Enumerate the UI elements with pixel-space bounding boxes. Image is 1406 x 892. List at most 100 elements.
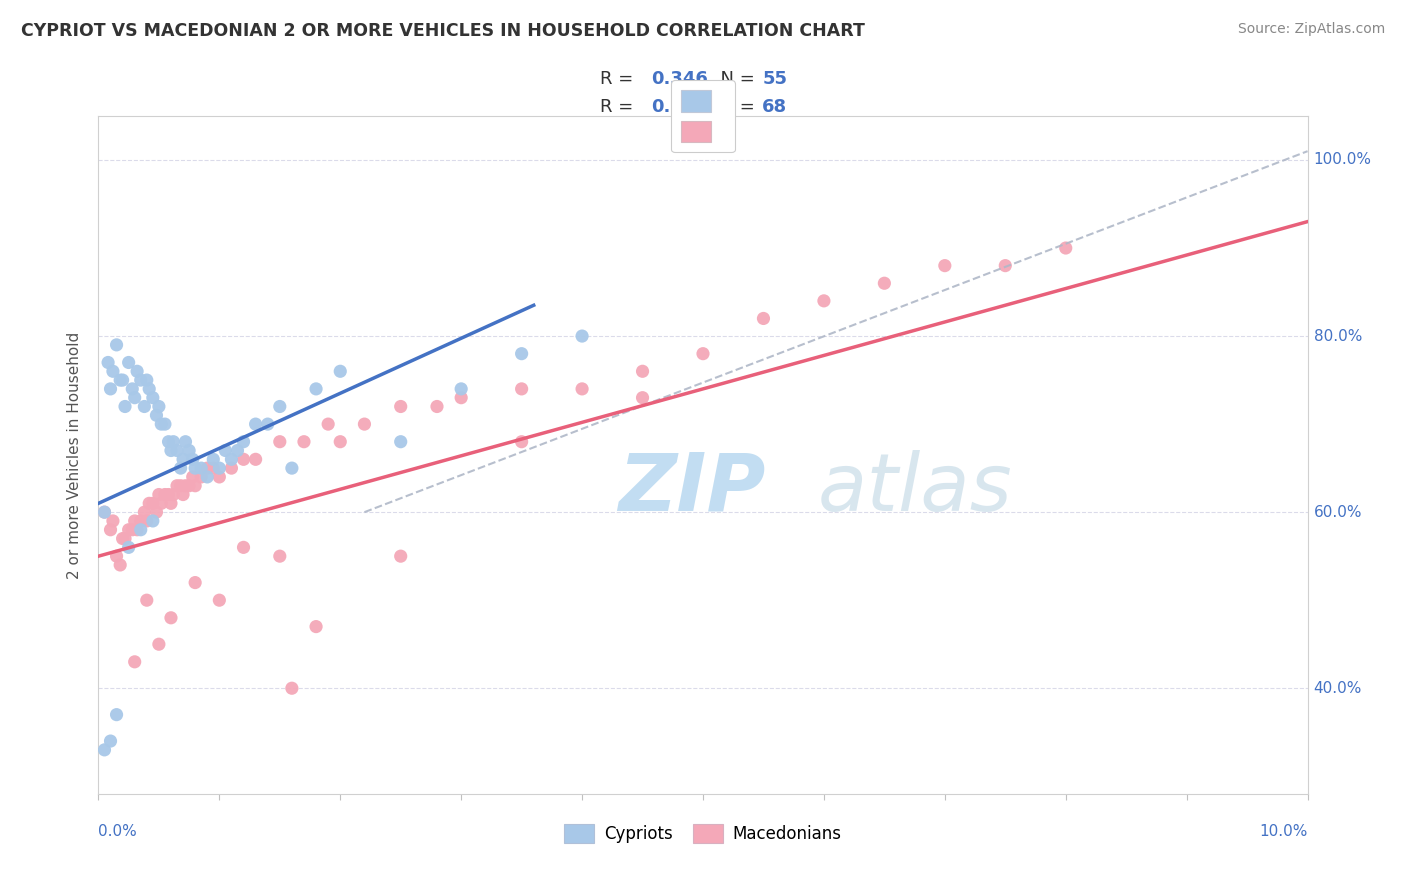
Point [256,417,278,431]
Text: 0.0%: 0.0% [98,824,138,839]
Text: N =: N = [709,98,761,116]
Point [97,355,120,369]
Point [138,496,160,510]
Point [510,382,533,396]
Text: Source: ZipAtlas.com: Source: ZipAtlas.com [1237,22,1385,37]
Point [329,434,352,449]
Point [124,514,146,528]
Point [184,461,207,475]
Point [169,461,191,475]
Text: 68: 68 [762,98,787,116]
Point [571,329,593,343]
Point [93,505,115,519]
Point [281,461,304,475]
Text: 0.559: 0.559 [651,98,707,116]
Point [195,470,218,484]
Point [129,373,152,387]
Point [174,434,197,449]
Legend: Cypriots, Macedonians: Cypriots, Macedonians [557,817,849,850]
Point [148,400,170,414]
Point [148,637,170,651]
Point [353,417,375,431]
Point [389,434,412,449]
Point [450,382,472,396]
Point [181,452,204,467]
Point [245,452,267,467]
Point [195,461,218,475]
Point [93,743,115,757]
Point [571,382,593,396]
Point [157,434,180,449]
Point [752,311,775,326]
Point [101,514,124,528]
Point [179,479,201,493]
Point [172,452,194,467]
Point [135,373,157,387]
Point [129,523,152,537]
Point [208,593,231,607]
Point [450,391,472,405]
Point [232,452,254,467]
Point [269,400,291,414]
Point [142,514,165,528]
Point [184,575,207,590]
Point [134,400,156,414]
Point [114,400,136,414]
Point [179,443,201,458]
Text: atlas: atlas [818,450,1012,528]
Point [160,496,183,510]
Point [118,523,141,537]
Point [93,505,115,519]
Point [269,549,291,564]
Point [150,417,173,431]
Point [221,461,243,475]
Point [121,382,143,396]
Point [269,434,291,449]
Point [142,496,165,510]
Point [100,523,122,537]
Point [124,655,146,669]
Point [305,619,328,633]
Point [160,443,183,458]
Point [426,400,449,414]
Point [111,373,134,387]
Text: 55: 55 [762,70,787,87]
Text: ZIP: ZIP [619,450,766,528]
Point [292,434,315,449]
Point [118,541,141,555]
Point [148,487,170,501]
Point [934,259,956,273]
Text: 0.346: 0.346 [651,70,707,87]
Point [631,364,654,378]
Point [101,364,124,378]
Point [166,443,188,458]
Point [153,417,176,431]
Point [190,461,212,475]
Point [305,382,328,396]
Point [245,417,267,431]
Point [873,277,896,291]
Point [202,461,225,475]
Point [108,373,131,387]
Point [100,382,122,396]
Point [174,479,197,493]
Point [142,391,165,405]
Point [129,514,152,528]
Point [145,409,167,423]
Point [510,434,533,449]
Point [184,479,207,493]
Point [100,734,122,748]
Point [692,346,714,360]
Point [214,443,236,458]
Point [169,479,191,493]
Point [157,487,180,501]
Point [208,470,231,484]
Text: 80.0%: 80.0% [1313,328,1362,343]
Point [316,417,339,431]
Point [181,470,204,484]
Point [124,391,146,405]
Point [114,532,136,546]
Point [127,523,149,537]
Point [108,558,131,572]
Point [190,470,212,484]
